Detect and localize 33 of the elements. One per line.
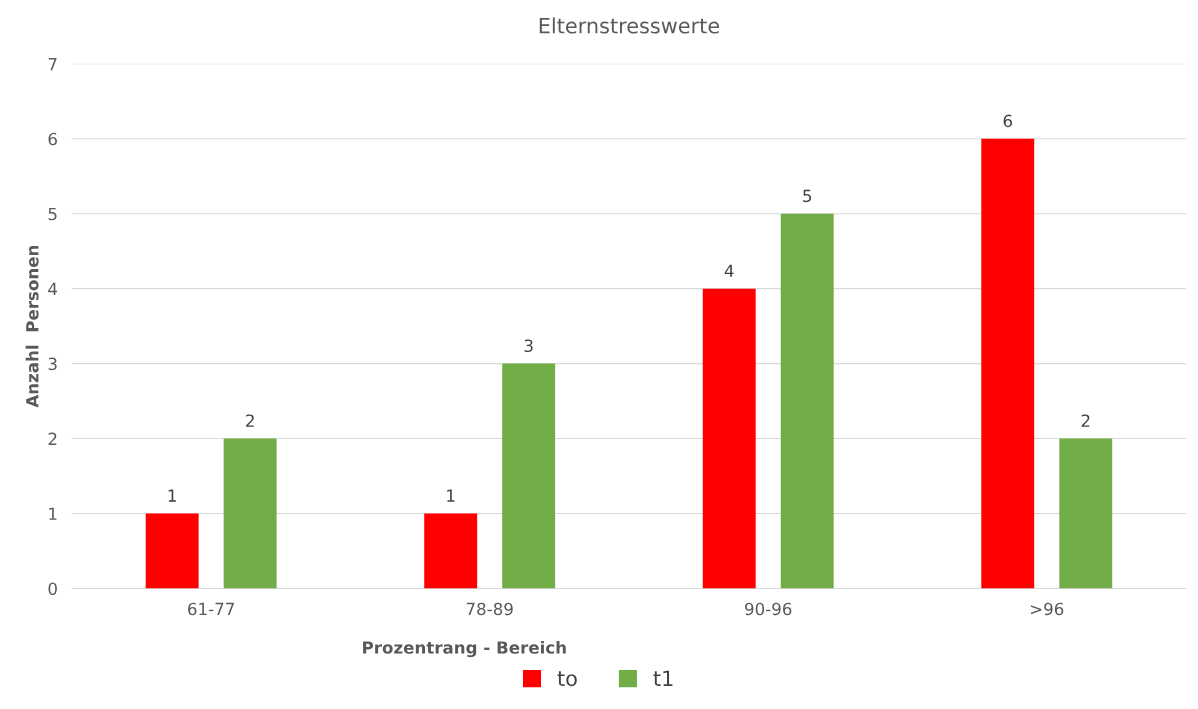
y-tick-label: 6 [48,132,57,146]
data-label: 3 [524,339,533,353]
y-tick-label: 5 [48,207,57,221]
data-label: 2 [1081,414,1090,427]
x-tick-label: >96 [1030,602,1064,616]
data-label: 5 [803,189,812,203]
x-tick-label: 61-77 [188,602,234,616]
y-tick-label: 7 [48,57,57,71]
y-tick-label: 1 [49,507,57,520]
data-label: 2 [246,414,254,427]
data-label: 4 [724,264,734,277]
chart-title: Elternstresswerte [539,17,720,34]
bar [145,513,199,589]
y-tick-label: 3 [48,357,57,371]
bar [1059,438,1113,589]
bar [981,138,1035,589]
y-tick-label: 4 [48,282,58,295]
legend-label: t1 [653,670,673,686]
bar [223,438,277,589]
bar [502,363,556,589]
y-tick-label: 0 [48,582,57,596]
bar [780,213,834,589]
bar [424,513,478,589]
data-label: 6 [1003,114,1013,128]
data-label: 1 [168,489,176,502]
x-tick-label: 78-89 [466,602,513,616]
x-axis-title: Prozentrang - Bereich [363,640,566,658]
x-tick-label: 90-96 [745,602,792,616]
y-tick-label: 2 [48,432,57,445]
data-label: 1 [447,489,455,502]
bar [702,288,756,589]
legend-label: to [557,671,577,687]
y-axis-title: Anzahl Personen [25,245,39,408]
